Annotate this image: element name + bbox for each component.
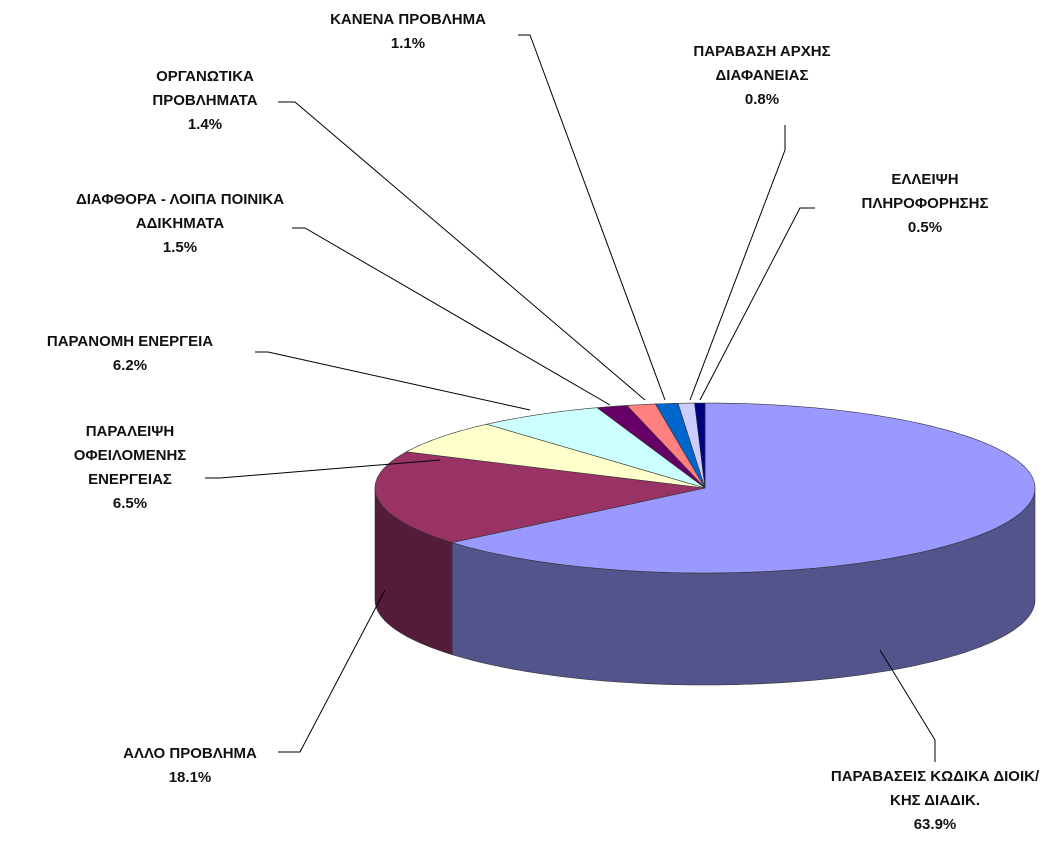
category-label: ΠΑΡΑΒΑΣΕΙΣ ΚΩΔΙΚΑ ΔΙΟΙΚ/ΚΗΣ ΔΙΑΔΙΚ. bbox=[830, 768, 1040, 809]
category-label: ΑΛΛΟ ΠΡΟΒΛΗΜΑ bbox=[123, 745, 257, 762]
value-label: 18.1% bbox=[168, 769, 212, 786]
category-label: ΔΙΑΦΘΟΡΑ - ΛΟΙΠΑ ΠΟΙΝΙΚΑ ΑΔΙΚΗΜΑΤΑ bbox=[75, 191, 285, 232]
leader-line bbox=[255, 351, 531, 411]
value-label: 6.5% bbox=[112, 495, 148, 512]
leader-line bbox=[879, 649, 936, 762]
value-label: 63.9% bbox=[913, 816, 957, 833]
slice bbox=[694, 402, 706, 489]
category-label: ΠΑΡΑΒΑΣΗ ΑΡΧΗΣ ΔΙΑΦΑΝΕΙΑΣ bbox=[693, 43, 831, 84]
slice bbox=[626, 403, 706, 489]
leader-line bbox=[278, 101, 646, 401]
category-label: ΚΑΝΕΝΑ ΠΡΟΒΛΗΜΑ bbox=[330, 11, 486, 28]
data-label: ΠΑΡΑΝΟΜΗ ΕΝΕΡΓΕΙΑ 6.2% bbox=[0, 330, 260, 378]
slice bbox=[596, 405, 706, 489]
slice bbox=[405, 423, 706, 489]
value-label: 6.2% bbox=[112, 357, 148, 374]
category-label: ΠΑΡΑΝΟΜΗ ΕΝΕΡΓΕΙΑ bbox=[46, 333, 214, 350]
category-label: ΟΡΓΑΝΩΤΙΚΑ ΠΡΟΒΛΗΜΑΤΑ bbox=[152, 68, 258, 109]
value-label: 0.8% bbox=[744, 91, 780, 108]
data-label: ΔΙΑΦΘΟΡΑ - ΛΟΙΠΑ ΠΟΙΝΙΚΑ ΑΔΙΚΗΜΑΤΑ 1.5% bbox=[75, 188, 285, 260]
value-label: 1.4% bbox=[187, 116, 223, 133]
data-label: ΠΑΡΑΒΑΣΕΙΣ ΚΩΔΙΚΑ ΔΙΟΙΚ/ΚΗΣ ΔΙΑΔΙΚ. 63.9% bbox=[828, 765, 1043, 837]
data-label: ΑΛΛΟ ΠΡΟΒΛΗΜΑ 18.1% bbox=[90, 742, 290, 790]
data-label: ΠΑΡΑΛΕΙΨΗ ΟΦΕΙΛΟΜΕΝΗΣ ΕΝΕΡΓΕΙΑΣ 6.5% bbox=[55, 420, 205, 516]
leader-line bbox=[205, 459, 441, 479]
data-label: ΕΛΛΕΙΨΗ ΠΛΗΡΟΦΟΡΗΣΗΣ 0.5% bbox=[845, 168, 1005, 240]
slice bbox=[486, 407, 706, 489]
data-label: ΚΑΝΕΝΑ ΠΡΟΒΛΗΜΑ 1.1% bbox=[278, 8, 538, 56]
leader-line bbox=[292, 227, 611, 406]
data-label: ΟΡΓΑΝΩΤΙΚΑ ΠΡΟΒΛΗΜΑΤΑ 1.4% bbox=[130, 65, 280, 137]
leader-line bbox=[278, 589, 386, 753]
value-label: 0.5% bbox=[907, 219, 943, 236]
category-label: ΕΛΛΕΙΨΗ ΠΛΗΡΟΦΟΡΗΣΗΣ bbox=[861, 171, 989, 212]
leader-line bbox=[689, 125, 786, 401]
value-label: 1.1% bbox=[390, 35, 426, 52]
value-label: 1.5% bbox=[162, 239, 198, 256]
leader-line bbox=[518, 34, 666, 401]
category-label: ΠΑΡΑΛΕΙΨΗ ΟΦΕΙΛΟΜΕΝΗΣ ΕΝΕΡΓΕΙΑΣ bbox=[73, 423, 187, 488]
slice bbox=[374, 451, 706, 543]
leader-line bbox=[699, 207, 815, 401]
slice bbox=[451, 402, 1036, 574]
data-label: ΠΑΡΑΒΑΣΗ ΑΡΧΗΣ ΔΙΑΦΑΝΕΙΑΣ 0.8% bbox=[672, 40, 852, 112]
